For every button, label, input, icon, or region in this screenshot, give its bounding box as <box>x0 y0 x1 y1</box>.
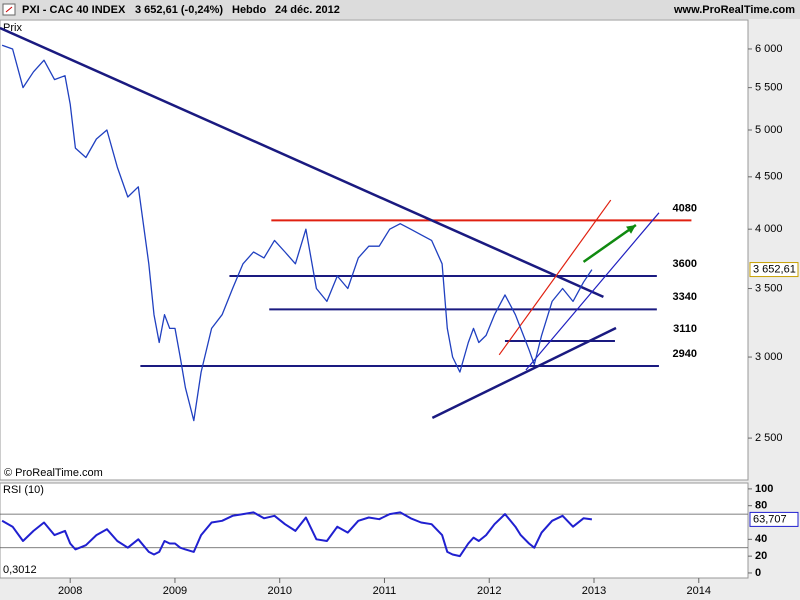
x-tick-label: 2011 <box>373 585 397 597</box>
y-label: Prix <box>3 22 22 34</box>
rsi-tick-label: 80 <box>755 500 767 512</box>
level-label: 3340 <box>673 291 697 303</box>
y-tick-label: 6 000 <box>755 43 783 55</box>
trendline <box>0 26 604 299</box>
site: www.ProRealTime.com <box>673 4 795 16</box>
rsi-title: RSI (10) <box>3 484 44 496</box>
y-tick-label: 3 500 <box>755 282 783 294</box>
last-label: 3 652,61 <box>753 263 796 275</box>
trendline <box>431 326 617 420</box>
icon-line <box>5 6 13 13</box>
rsi-tick-label: 40 <box>755 533 767 545</box>
header-bar <box>0 0 800 19</box>
last-box <box>749 262 799 278</box>
x-tick-label: 2008 <box>58 585 82 597</box>
rsi-panel <box>0 482 749 579</box>
level-label: 3600 <box>673 258 697 270</box>
rsi-tick-label: 0 <box>755 567 761 579</box>
rsi-tick-label: 20 <box>755 550 767 562</box>
y-tick-label: 2 500 <box>755 432 783 444</box>
y-tick-label: 4 000 <box>755 223 783 235</box>
y-tick-label: 5 000 <box>755 124 783 136</box>
y-tick-label: 3 000 <box>755 351 783 363</box>
rsi-line <box>1 511 593 558</box>
level-label: 3110 <box>673 323 697 335</box>
x-tick-label: 2009 <box>163 585 187 597</box>
instrument: PXI - CAC 40 INDEX <box>22 4 126 16</box>
rsi-note: 0,3012 <box>3 564 37 576</box>
trendline <box>525 212 660 371</box>
price-panel <box>0 19 749 481</box>
level-label: 4080 <box>673 202 697 214</box>
arrow-head <box>626 224 636 234</box>
x-tick-label: 2014 <box>687 585 711 597</box>
last-label: 63,707 <box>753 513 787 525</box>
x-tick-label: 2010 <box>267 585 291 597</box>
y-tick-label: 5 500 <box>755 82 783 94</box>
x-tick-label: 2012 <box>477 585 501 597</box>
y-tick-label: 4 500 <box>755 171 783 183</box>
trendline <box>498 199 612 356</box>
quote: 3 652,61 (-0,24%) <box>135 4 223 16</box>
last-box <box>749 511 799 527</box>
price-line <box>1 44 593 422</box>
x-tick-label: 2013 <box>582 585 606 597</box>
arrow <box>582 223 637 263</box>
period: Hebdo <box>232 4 267 16</box>
date: 24 déc. 2012 <box>275 4 340 16</box>
rsi-tick-label: 100 <box>755 483 773 495</box>
credit: © ProRealTime.com <box>4 467 103 479</box>
level-label: 2940 <box>673 348 697 360</box>
